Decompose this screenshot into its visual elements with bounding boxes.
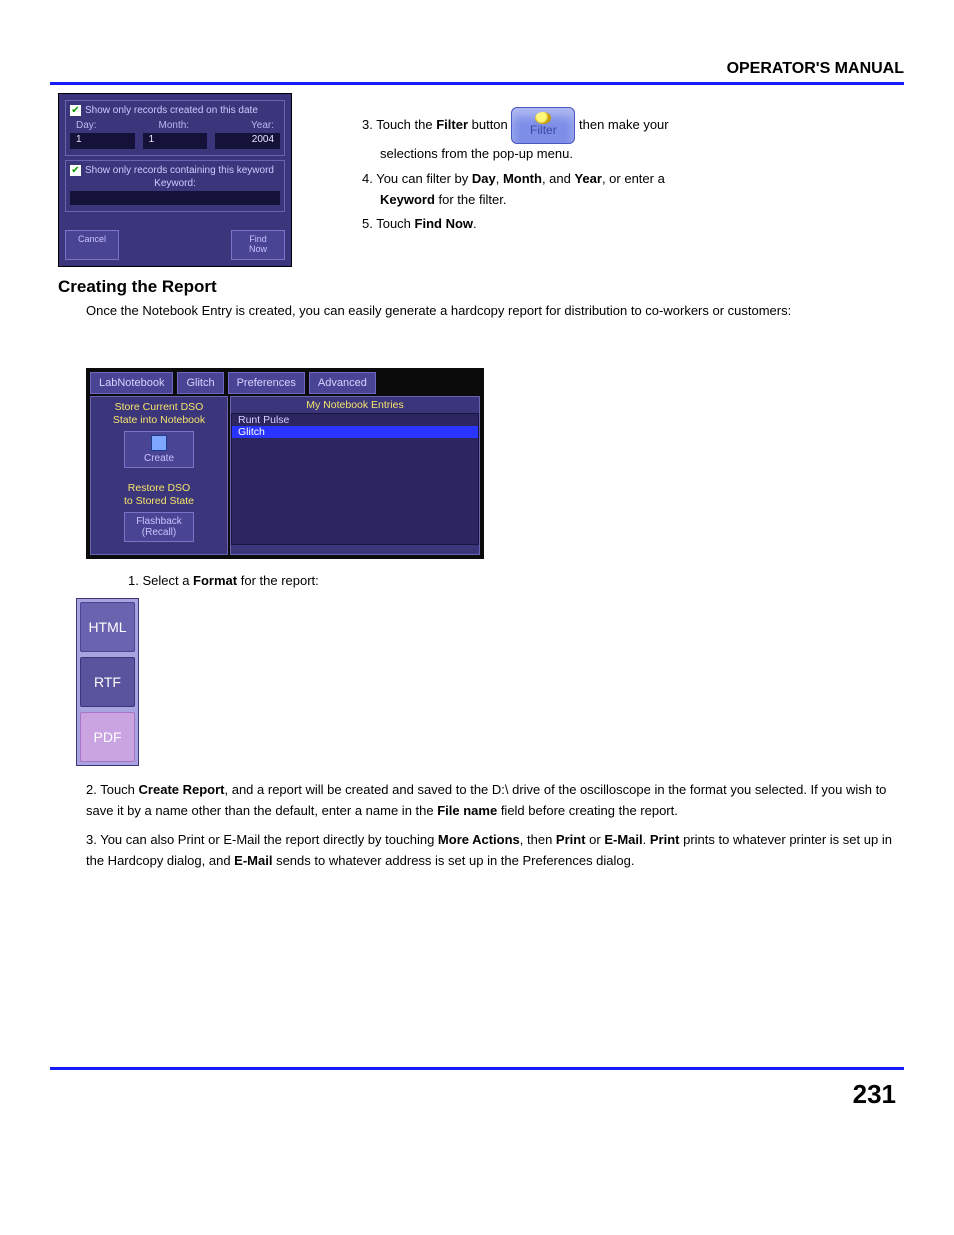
disk-icon xyxy=(151,435,167,451)
keyword-input[interactable] xyxy=(70,191,280,205)
section-heading: Creating the Report xyxy=(58,277,896,297)
entries-header: My Notebook Entries xyxy=(231,397,479,413)
create-button[interactable]: Create xyxy=(124,431,194,468)
filter-keyword-checkbox-label: Show only records containing this keywor… xyxy=(85,165,274,176)
filter-instructions: 3. Touch the Filter button Filter then m… xyxy=(302,93,896,235)
year-input[interactable]: 2004 xyxy=(215,133,280,149)
step-2: 2. Touch Create Report, and a report wil… xyxy=(86,780,896,822)
format-rtf-button[interactable]: RTF xyxy=(80,657,135,707)
restore-label: Restore DSO to Stored State xyxy=(95,482,223,508)
footer-rule xyxy=(50,1067,904,1070)
format-pdf-button[interactable]: PDF xyxy=(80,712,135,762)
day-label: Day: xyxy=(76,120,97,131)
flashback-button[interactable]: Flashback (Recall) xyxy=(124,512,194,542)
cancel-button[interactable]: Cancel xyxy=(65,230,119,260)
filter-dialog: ✔Show only records created on this date … xyxy=(58,93,292,267)
page-number: 231 xyxy=(853,1079,896,1110)
tab-preferences[interactable]: Preferences xyxy=(228,372,305,394)
filter-toolbar-icon: Filter xyxy=(511,107,575,144)
header-title: OPERATOR'S MANUAL xyxy=(50,60,904,85)
labnotebook-panel: LabNotebook Glitch Preferences Advanced … xyxy=(86,368,484,560)
tab-labnotebook[interactable]: LabNotebook xyxy=(90,372,173,394)
format-selector: HTML RTF PDF xyxy=(76,598,139,766)
section-intro: Once the Notebook Entry is created, you … xyxy=(86,301,896,322)
checkbox-keyword-icon[interactable]: ✔ xyxy=(70,165,81,176)
tab-advanced[interactable]: Advanced xyxy=(309,372,376,394)
step-3: 3. You can also Print or E-Mail the repo… xyxy=(86,830,896,872)
month-label: Month: xyxy=(159,120,190,131)
year-label: Year: xyxy=(251,120,274,131)
find-now-button[interactable]: Find Now xyxy=(231,230,285,260)
step-1: 1. Select a Format for the report: xyxy=(128,571,896,592)
filter-date-checkbox-label: Show only records created on this date xyxy=(85,105,258,116)
day-input[interactable]: 1 xyxy=(70,133,135,149)
list-item[interactable]: Glitch xyxy=(232,426,478,438)
entries-list[interactable]: Runt Pulse Glitch xyxy=(231,413,479,545)
keyword-label: Keyword: xyxy=(70,178,280,189)
store-label: Store Current DSO State into Notebook xyxy=(95,401,223,427)
list-item[interactable]: Runt Pulse xyxy=(232,414,478,426)
format-html-button[interactable]: HTML xyxy=(80,602,135,652)
tab-glitch[interactable]: Glitch xyxy=(177,372,223,394)
checkbox-date-icon[interactable]: ✔ xyxy=(70,105,81,116)
month-input[interactable]: 1 xyxy=(143,133,208,149)
